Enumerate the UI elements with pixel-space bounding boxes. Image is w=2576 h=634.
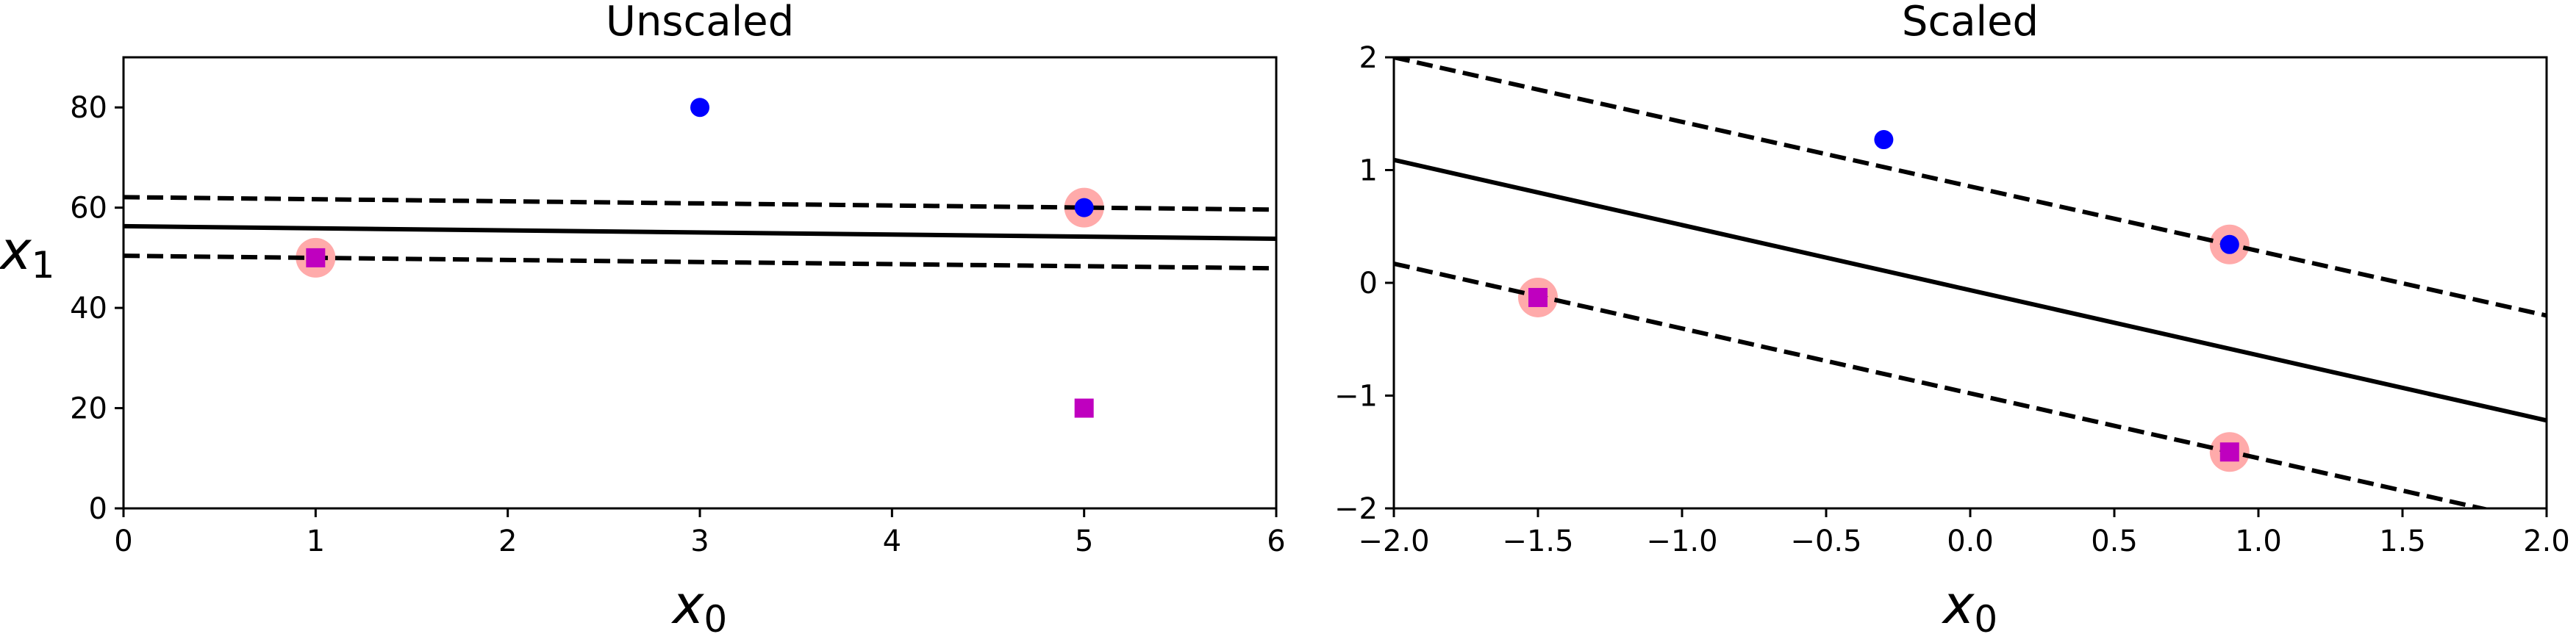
x-tick-label: −1.0	[1646, 525, 1717, 558]
x-axis: −2.0 −1.5 −1.0 −0.5 0.0 0.5 1.0 1.5 2.0	[1358, 508, 2570, 558]
y-axis-label: x1	[0, 220, 54, 287]
y-tick-label: −1	[1334, 380, 1378, 414]
plot-area	[124, 98, 1276, 418]
x-axis-label-base: x	[1942, 574, 1975, 634]
x-axis-label: x0	[671, 574, 727, 634]
data-point-circle	[2219, 234, 2239, 254]
y-axis: −2 −1 0 1 2	[1334, 41, 1394, 526]
chart-scaled: Scaled −2.0 −1.5 −1.0 −0.5 0.0 0.5 1.0 1.5 2.0 −…	[1334, 0, 2570, 634]
data-point-square	[1528, 287, 1548, 307]
x-tick-label: 2.0	[2523, 525, 2570, 558]
x-tick-label: 3	[690, 525, 709, 558]
y-tick-label: 2	[1359, 41, 1378, 75]
x-axis-label-sub: 0	[1974, 598, 1997, 634]
margin-line	[1394, 57, 2547, 318]
x-tick-label: 1.0	[2235, 525, 2282, 558]
decision-boundary-line	[124, 223, 1276, 241]
x-tick-label: 0	[114, 525, 132, 558]
x-axis-label-base: x	[671, 574, 705, 634]
margin-line	[124, 195, 1276, 212]
x-axis: 0 1 2 3 4 5 6	[114, 508, 1286, 558]
y-tick-label: 80	[70, 91, 107, 125]
axes-frame	[122, 56, 1278, 510]
x-tick-label: 6	[1267, 525, 1285, 558]
x-axis-label: x0	[1942, 574, 1997, 634]
chart-title: Unscaled	[606, 0, 794, 46]
decision-boundary-line	[1394, 157, 2547, 423]
x-tick-label: 0.0	[1947, 525, 1994, 558]
x-axis-label-sub: 0	[704, 598, 727, 634]
y-tick-label: 40	[70, 292, 107, 325]
x-tick-label: −2.0	[1358, 525, 1429, 558]
x-tick-label: −1.5	[1502, 525, 1573, 558]
x-tick-label: 4	[883, 525, 901, 558]
data-point-square	[1074, 398, 1094, 418]
data-point-square	[2219, 442, 2239, 462]
x-tick-label: 2	[498, 525, 517, 558]
data-point-circle	[690, 98, 709, 118]
y-tick-label: 1	[1359, 154, 1378, 188]
y-tick-label: 20	[70, 392, 107, 426]
y-axis-label-base: x	[0, 220, 32, 281]
y-axis: 0 20 40 60 80	[70, 91, 124, 526]
x-tick-label: 1	[307, 525, 325, 558]
y-tick-label: −2	[1334, 492, 1378, 526]
chart-title: Scaled	[1902, 0, 2039, 46]
data-point-circle	[1874, 130, 1894, 150]
axes-frame	[1392, 56, 2548, 510]
plot-area	[1394, 57, 2547, 508]
margin-line	[1394, 261, 2492, 508]
x-tick-label: 5	[1075, 525, 1093, 558]
x-tick-label: 0.5	[2091, 525, 2138, 558]
y-tick-label: 0	[1359, 267, 1378, 300]
y-axis-label-sub: 1	[32, 244, 55, 287]
y-tick-label: 60	[70, 192, 107, 226]
x-tick-label: −0.5	[1790, 525, 1861, 558]
data-point-square	[306, 248, 326, 267]
x-tick-label: 1.5	[2379, 525, 2426, 558]
data-point-circle	[1074, 198, 1094, 217]
y-tick-label: 0	[89, 492, 107, 526]
